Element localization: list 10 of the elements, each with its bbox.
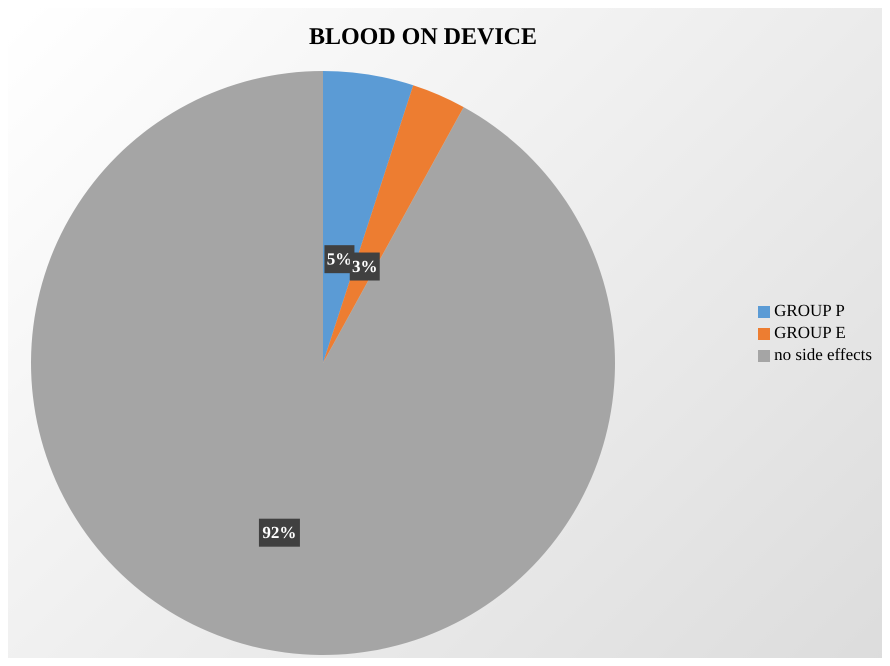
data-label: 3% [352,257,378,276]
data-label: 5% [326,250,352,269]
pie-slice [323,71,414,363]
legend-label: GROUP E [774,323,846,342]
pie-slice [323,85,464,363]
legend-label: no side effects [774,345,872,364]
legend-label: GROUP P [774,301,845,320]
chart-title: BLOOD ON DEVICE [308,24,538,51]
pie-slice [31,71,615,654]
data-label: 92% [262,523,296,542]
